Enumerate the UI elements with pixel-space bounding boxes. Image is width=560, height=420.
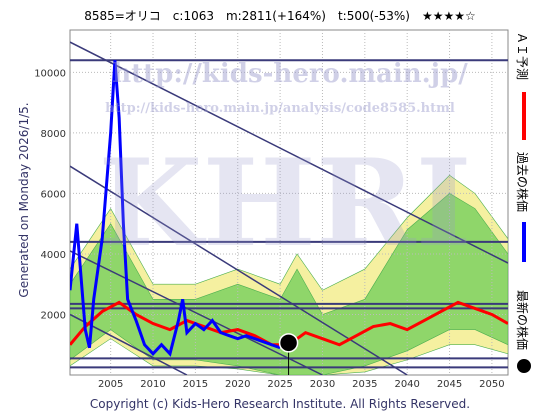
copyright: Copyright (c) Kids-Hero Research Institu… [90, 397, 470, 411]
series-line [70, 60, 281, 357]
x-tick-label: 2050 [479, 379, 504, 390]
trend-line [70, 41, 508, 264]
x-tick-label: 2015 [183, 379, 208, 390]
chart-title: 8585=オリコ c:1063 m:2811(+164%) t:500(-53%… [84, 9, 476, 23]
legend-label: 過去の株価 [515, 152, 530, 212]
watermark: http://kids-hero.main.jp/analysis/code85… [105, 101, 455, 116]
trend-line [70, 250, 323, 375]
y-tick-label: 8000 [41, 129, 66, 140]
y-tick-label: 10000 [34, 68, 66, 79]
side-note: Generated on Monday 2026/1/5. [17, 102, 31, 297]
legend-swatch [517, 359, 531, 373]
y-tick-label: 4000 [41, 250, 66, 261]
watermark: KHRI [98, 133, 472, 274]
x-tick-label: 2035 [352, 379, 377, 390]
x-tick-label: 2025 [267, 379, 292, 390]
latest-point [278, 333, 299, 353]
x-tick-label: 2045 [437, 379, 462, 390]
x-tick-label: 2010 [140, 379, 165, 390]
legend-label: 最新の株価 [515, 290, 530, 350]
watermark: http://kids-hero.main.jp/ [112, 59, 468, 89]
x-tick-label: 2040 [394, 379, 419, 390]
legend-label: ＡＩ予測 [515, 32, 529, 80]
y-tick-label: 2000 [41, 310, 66, 321]
x-tick-label: 2030 [310, 379, 335, 390]
x-tick-label: 2020 [225, 379, 250, 390]
y-tick-label: 6000 [41, 189, 66, 200]
forecast-band [70, 193, 508, 375]
x-tick-label: 2005 [98, 379, 123, 390]
plot [70, 30, 508, 375]
